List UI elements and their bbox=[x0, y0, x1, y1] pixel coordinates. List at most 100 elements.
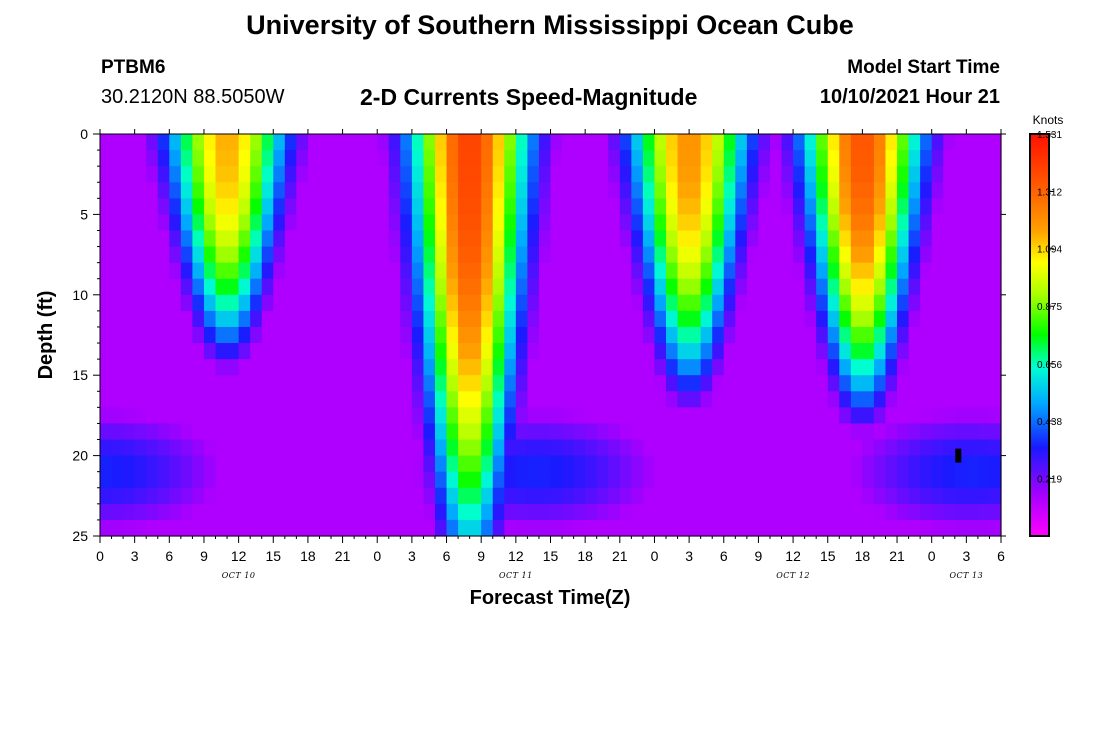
heat-cell bbox=[157, 503, 170, 521]
heat-cell bbox=[446, 455, 459, 473]
heat-cell bbox=[388, 487, 401, 505]
heat-cell bbox=[885, 407, 898, 425]
heat-cell bbox=[723, 150, 736, 167]
heat-cell bbox=[377, 214, 390, 232]
heat-cell bbox=[666, 294, 679, 312]
heat-cell bbox=[134, 487, 147, 505]
heat-cell bbox=[157, 134, 170, 151]
heat-cell bbox=[180, 198, 194, 215]
heat-cell bbox=[850, 198, 863, 215]
heat-cell bbox=[319, 166, 332, 183]
heat-cell bbox=[203, 343, 217, 360]
heat-cell bbox=[654, 326, 667, 344]
heat-cell bbox=[642, 294, 656, 312]
heat-cell bbox=[250, 487, 263, 505]
heat-cell bbox=[469, 439, 482, 457]
heat-cell bbox=[550, 343, 563, 360]
heat-cell bbox=[827, 310, 840, 328]
heat-cell bbox=[481, 503, 494, 521]
x-tick-label: 12 bbox=[508, 548, 524, 564]
heat-cell bbox=[180, 471, 194, 489]
heat-cell bbox=[781, 519, 794, 537]
heat-cell bbox=[180, 519, 194, 537]
heat-cell bbox=[689, 503, 702, 521]
heat-cell bbox=[677, 519, 690, 537]
heat-cell bbox=[365, 343, 378, 360]
heat-cell bbox=[989, 150, 1002, 167]
heat-cell bbox=[203, 455, 217, 473]
heat-cell bbox=[307, 278, 321, 296]
heat-cell bbox=[931, 375, 944, 392]
heat-cell bbox=[400, 375, 413, 392]
heat-cell bbox=[666, 198, 679, 215]
heat-cell bbox=[434, 310, 448, 328]
colorbar-tick-label: 0.438 bbox=[1037, 417, 1062, 428]
heat-cell bbox=[331, 407, 344, 425]
heat-cell bbox=[273, 230, 286, 248]
heat-cell bbox=[215, 150, 228, 167]
heat-cell bbox=[850, 439, 863, 457]
heat-cell bbox=[538, 343, 552, 360]
heat-cell bbox=[538, 246, 552, 264]
heat-cell bbox=[931, 310, 944, 328]
heat-cell bbox=[481, 150, 494, 167]
heat-cell bbox=[735, 246, 748, 264]
heat-cell bbox=[793, 423, 806, 441]
heat-cell bbox=[538, 230, 552, 248]
heat-cell bbox=[157, 487, 170, 505]
heat-cell bbox=[642, 278, 656, 296]
heat-cell bbox=[931, 471, 944, 489]
heat-cell bbox=[296, 310, 309, 328]
heat-cell bbox=[296, 134, 309, 151]
heat-cell bbox=[423, 455, 436, 473]
heat-cell bbox=[723, 326, 736, 344]
heat-cell bbox=[342, 134, 355, 151]
heat-cell bbox=[388, 455, 401, 473]
heat-cell bbox=[250, 310, 263, 328]
heat-cell bbox=[434, 150, 448, 167]
heat-cell bbox=[365, 407, 378, 425]
heat-cell bbox=[931, 503, 944, 521]
heat-cell bbox=[180, 134, 194, 151]
heat-cell bbox=[943, 407, 956, 425]
heat-cell bbox=[400, 391, 413, 408]
heat-cell bbox=[423, 278, 436, 296]
heat-cell bbox=[423, 134, 436, 151]
heat-cell bbox=[446, 519, 459, 537]
heat-cell bbox=[827, 455, 840, 473]
heat-cell bbox=[377, 134, 390, 151]
heat-cell bbox=[400, 150, 413, 167]
heat-cell bbox=[735, 359, 748, 376]
heat-cell bbox=[781, 487, 794, 505]
heat-cell bbox=[746, 230, 760, 248]
heat-cell bbox=[654, 407, 667, 425]
heat-cell bbox=[492, 230, 505, 248]
heat-cell bbox=[492, 262, 505, 280]
heat-cell bbox=[850, 423, 863, 441]
heat-cell bbox=[666, 375, 679, 392]
heat-cell bbox=[307, 359, 321, 376]
heat-cell bbox=[977, 503, 991, 521]
heat-cell bbox=[307, 262, 321, 280]
heat-cell bbox=[850, 134, 863, 151]
heat-cell bbox=[908, 487, 921, 505]
heat-cell bbox=[804, 310, 817, 328]
heat-cell bbox=[804, 471, 817, 489]
x-tick-label: 0 bbox=[373, 548, 381, 564]
heat-cell bbox=[515, 375, 528, 392]
heat-cell bbox=[712, 407, 725, 425]
heat-cell bbox=[481, 343, 494, 360]
heat-cell bbox=[562, 487, 575, 505]
heat-cell bbox=[527, 455, 540, 473]
heat-cell bbox=[492, 214, 505, 232]
heat-cell bbox=[839, 310, 852, 328]
x-tick-label: 6 bbox=[997, 548, 1005, 564]
heat-cell bbox=[273, 262, 286, 280]
heat-cell bbox=[365, 310, 378, 328]
heat-cell bbox=[458, 375, 471, 392]
heat-cell bbox=[862, 278, 875, 296]
heat-cell bbox=[573, 198, 586, 215]
heat-cell bbox=[100, 278, 113, 296]
heat-cell bbox=[977, 166, 991, 183]
heat-cell bbox=[977, 262, 991, 280]
